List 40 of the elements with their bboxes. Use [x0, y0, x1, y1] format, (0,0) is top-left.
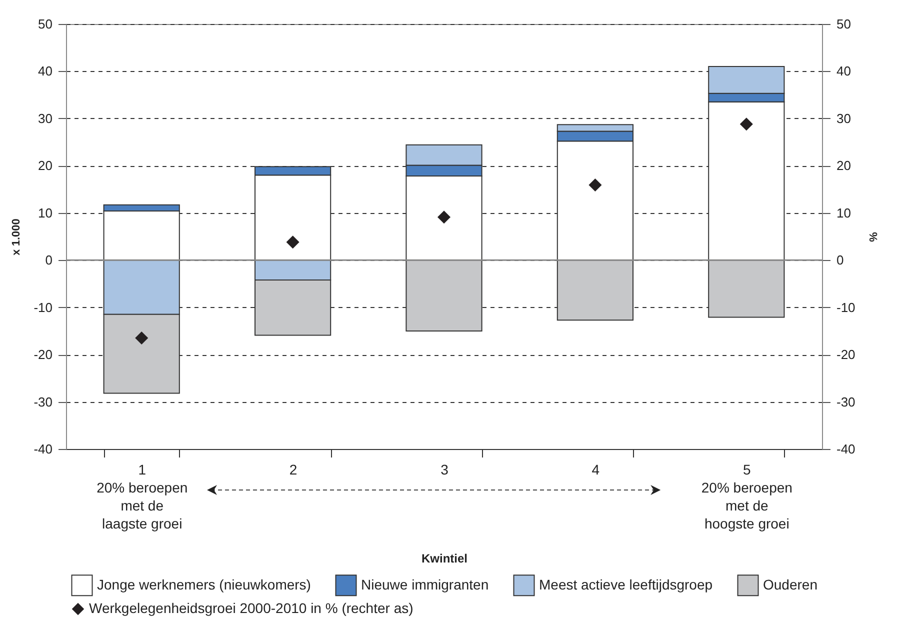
y-tick-label: 50 — [38, 16, 52, 32]
y2-tick-label: -10 — [836, 300, 856, 315]
y-tick-label: -30 — [34, 394, 52, 410]
text: Kwintiel — [421, 552, 468, 566]
point — [588, 178, 602, 192]
point — [437, 210, 451, 224]
y2-tick-label: 10 — [836, 205, 851, 220]
y2-tick-label: 20 — [836, 158, 851, 174]
y-axis-title: x 1.000 — [10, 218, 23, 256]
point — [286, 236, 300, 249]
legend-label: Nieuwe immigranten — [361, 576, 489, 592]
y-tick-label: -20 — [34, 347, 52, 362]
y2-tick-label: -30 — [836, 394, 856, 410]
y2-tick-label: 30 — [836, 110, 851, 126]
y-tick-label: 20 — [38, 158, 52, 174]
text: 20% beroepen met de hoogste groei — [701, 480, 792, 532]
y-tick-label: 30 — [38, 110, 52, 126]
x-tick-label: 5 — [743, 462, 751, 478]
y2-tick-label: -20 — [836, 347, 856, 362]
y2-axis-title: % — [866, 232, 878, 242]
y-tick-label: -40 — [34, 442, 52, 456]
point — [740, 118, 753, 131]
legend-label: Ouderen — [763, 576, 818, 592]
y-tick-label: 0 — [45, 252, 52, 268]
text: 20% beroepen met de laagste groei — [96, 480, 188, 532]
legend-label: Werkgelegenheidsgroei 2000-2010 in % (rechter as) — [89, 600, 414, 616]
x-tick-label: 2 — [289, 462, 298, 478]
x-tick-label: 3 — [440, 462, 449, 478]
point — [135, 332, 148, 345]
legend-label: Meest actieve leeftijdsgroep — [539, 576, 713, 592]
y2-tick-label: 50 — [836, 16, 851, 32]
x-tick-label: 1 — [138, 462, 146, 478]
y2-tick-label: -40 — [836, 442, 856, 456]
legend-label: Jonge werknemers (nieuwkomers) — [97, 576, 311, 592]
y-tick-label: 10 — [38, 205, 52, 220]
y2-tick-label: 40 — [836, 64, 851, 79]
y-tick-label: -10 — [34, 300, 52, 315]
y-tick-label: 40 — [38, 64, 52, 79]
x-tick-label: 4 — [592, 462, 600, 478]
y2-tick-label: 0 — [836, 252, 844, 268]
